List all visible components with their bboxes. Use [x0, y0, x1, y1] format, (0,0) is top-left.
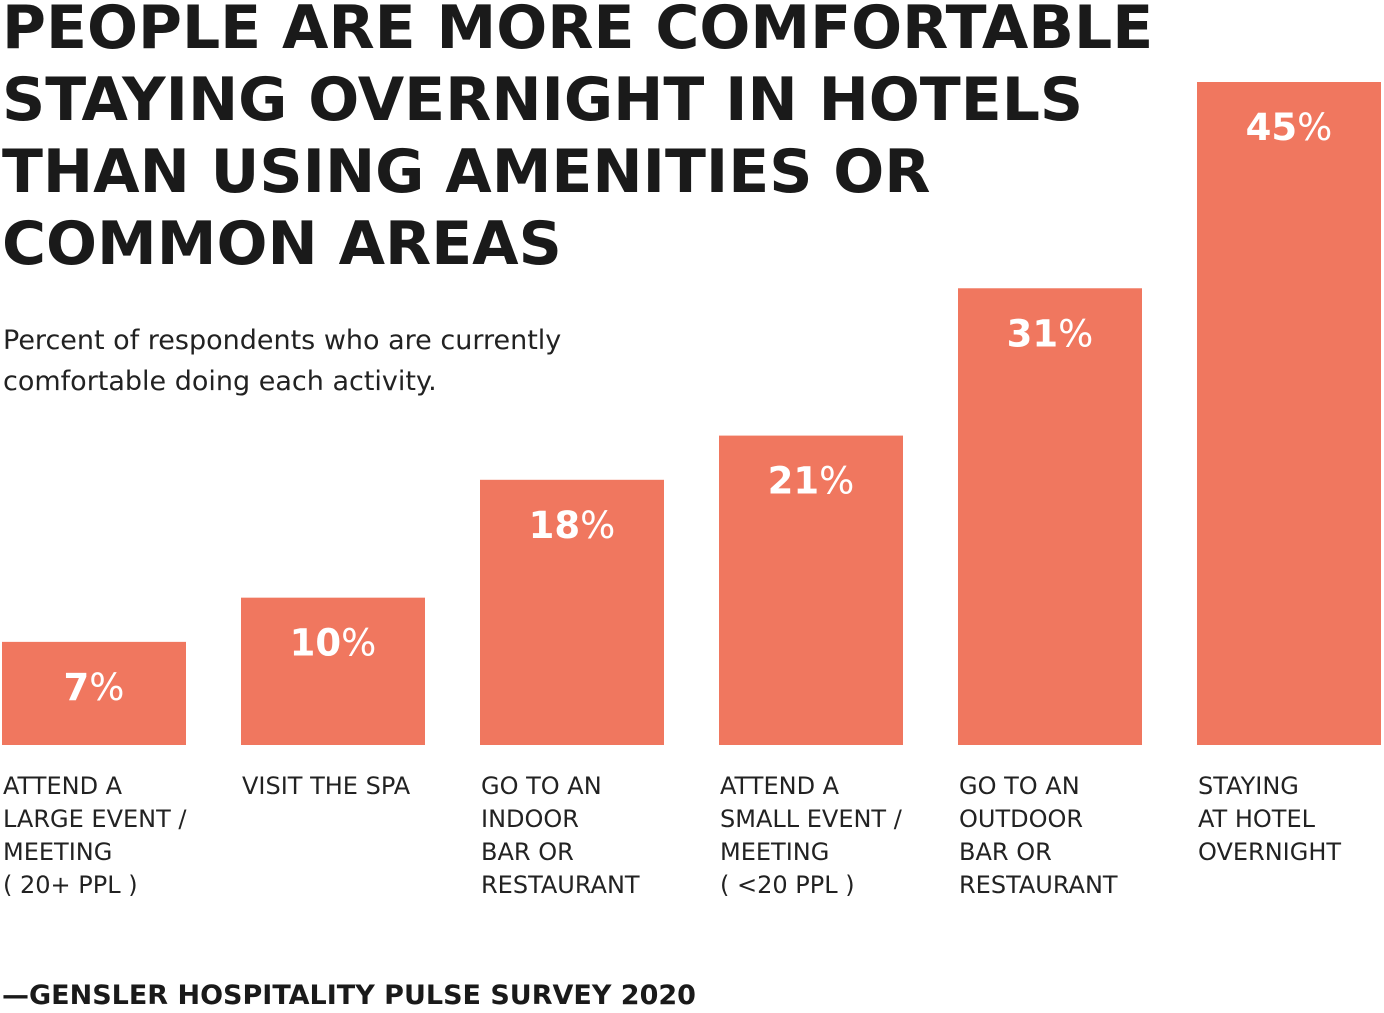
category-label: BAR OR [481, 838, 574, 866]
category-label: GO TO AN [481, 772, 602, 800]
value-label: 7% [64, 666, 125, 709]
title-line: PEOPLE ARE MORE COMFORTABLE [2, 0, 1154, 63]
category-label: RESTAURANT [481, 871, 640, 899]
bar [719, 435, 903, 745]
category-label: ATTEND A [720, 772, 840, 800]
value-label: 10% [290, 622, 377, 665]
title-line: COMMON AREAS [2, 209, 562, 279]
value-label: 18% [529, 504, 616, 547]
category-label: ATTEND A [3, 772, 123, 800]
category-label: ( 20+ PPL ) [3, 871, 138, 899]
value-label: 21% [768, 460, 855, 503]
value-label: 45% [1246, 106, 1333, 149]
chart-title: PEOPLE ARE MORE COMFORTABLE STAYING OVER… [2, 0, 1154, 280]
bar [2, 641, 186, 745]
title-line: THAN USING AMENITIES OR [2, 137, 931, 207]
category-label: SMALL EVENT / [720, 805, 903, 833]
category-label: MEETING [720, 838, 829, 866]
category-label: RESTAURANT [959, 871, 1118, 899]
category-label: ( <20 PPL ) [720, 871, 855, 899]
category-label: GO TO AN [959, 772, 1080, 800]
source-note: —GENSLER HOSPITALITY PULSE SURVEY 2020 [2, 980, 696, 1011]
bar [1197, 82, 1381, 745]
bar [480, 479, 664, 745]
category-label: VISIT THE SPA [242, 772, 411, 800]
subtitle-line: Percent of respondents who are currently [3, 325, 562, 356]
category-label: LARGE EVENT / [3, 805, 187, 833]
category-label: OVERNIGHT [1198, 838, 1341, 866]
category-label: BAR OR [959, 838, 1052, 866]
category-label: OUTDOOR [959, 805, 1083, 833]
category-label: STAYING [1198, 772, 1299, 800]
category-label: MEETING [3, 838, 112, 866]
category-label: AT HOTEL [1198, 805, 1316, 833]
bar [241, 597, 425, 745]
value-label: 31% [1007, 312, 1094, 355]
chart-subtitle: Percent of respondents who are currently… [3, 320, 603, 402]
bar [958, 288, 1142, 745]
subtitle-line: comfortable doing each activity. [3, 366, 437, 397]
title-line: STAYING OVERNIGHT IN HOTELS [2, 65, 1084, 135]
category-label: INDOOR [481, 805, 579, 833]
